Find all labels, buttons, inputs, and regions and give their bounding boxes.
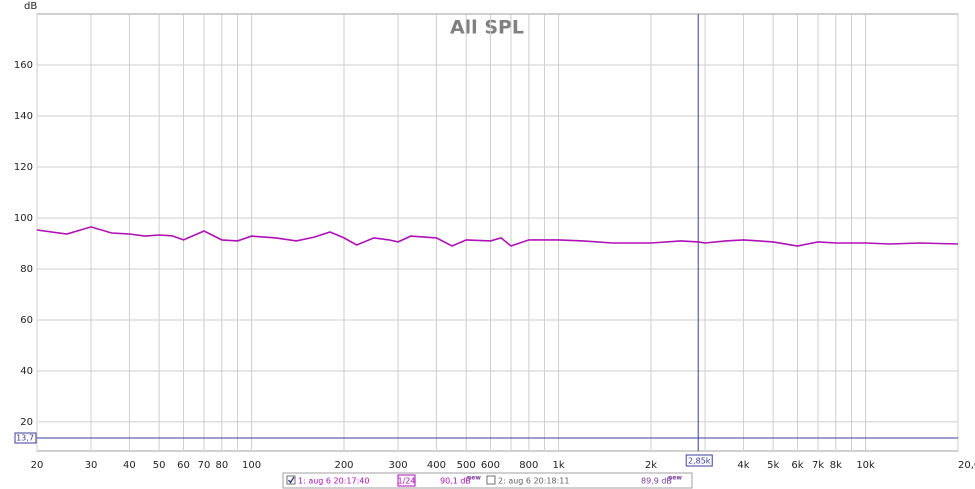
y-tick-label: 80 (20, 264, 33, 275)
x-tick-label: 600 (481, 460, 500, 471)
legend-tag: new (467, 475, 481, 482)
cursor-label: 2,85k (688, 457, 711, 466)
x-tick-label: 300 (389, 460, 408, 471)
y-tick-label: 60 (20, 315, 33, 326)
x-tick-label: 6k (791, 460, 803, 471)
legend-smoothing-box (397, 474, 416, 487)
x-tick-label: 2k (645, 460, 657, 471)
y-tick-label: 100 (14, 213, 33, 224)
x-tick-label: 60 (177, 460, 190, 471)
x-tick-label: 1k (553, 460, 565, 471)
legend-label: 1: aug 6 20:17:40 (298, 477, 369, 486)
y-tick-label: 40 (20, 366, 33, 377)
cursor-label-box (14, 432, 37, 444)
x-tick-label: 800 (519, 460, 538, 471)
y-tick-label: 160 (14, 60, 33, 71)
x-tick-label: 70 (198, 460, 211, 471)
x-tick-label: 30 (85, 460, 98, 471)
series-line (36, 226, 959, 247)
x-tick-label: 8k (830, 460, 842, 471)
cursor-label-box (685, 454, 713, 467)
y-tick-label: 120 (14, 162, 33, 173)
x-tick-label: 10k (856, 460, 875, 471)
x-tick-label: 500 (457, 460, 476, 471)
y-tick-label: 140 (14, 111, 33, 122)
y-tick-label: 20 (20, 417, 33, 428)
legend-checkbox[interactable] (486, 475, 496, 485)
cursor-label: 13,7 (16, 433, 34, 442)
x-tick-label: 50 (153, 460, 166, 471)
legend-check (287, 476, 295, 484)
legend-level: 89,9 dB (641, 477, 672, 486)
legend-label: 2: aug 6 20:18:11 (498, 477, 569, 486)
x-tick-label: 80 (215, 460, 228, 471)
legend-tag: new (668, 475, 682, 482)
legend-checkbox[interactable] (286, 475, 296, 485)
x-tick-label: 400 (427, 460, 446, 471)
x-tick-label: 5k (767, 460, 779, 471)
x-tick-label: 20 (31, 460, 44, 471)
grid (36, 14, 959, 451)
x-tick-label: 40 (123, 460, 136, 471)
chart-title: All SPL (450, 17, 524, 39)
x-tick-label: 20,0k Hz (958, 460, 975, 471)
legend-level: 90,1 dB (440, 477, 471, 486)
x-tick-label: 7k (812, 460, 824, 471)
x-tick-label: 100 (242, 460, 261, 471)
plot-area (36, 13, 959, 452)
x-tick-label: 4k (737, 460, 749, 471)
y-axis-label: dB (24, 1, 37, 12)
legend-smoothing: 1/24 (398, 477, 416, 486)
x-tick-label: 200 (334, 460, 353, 471)
